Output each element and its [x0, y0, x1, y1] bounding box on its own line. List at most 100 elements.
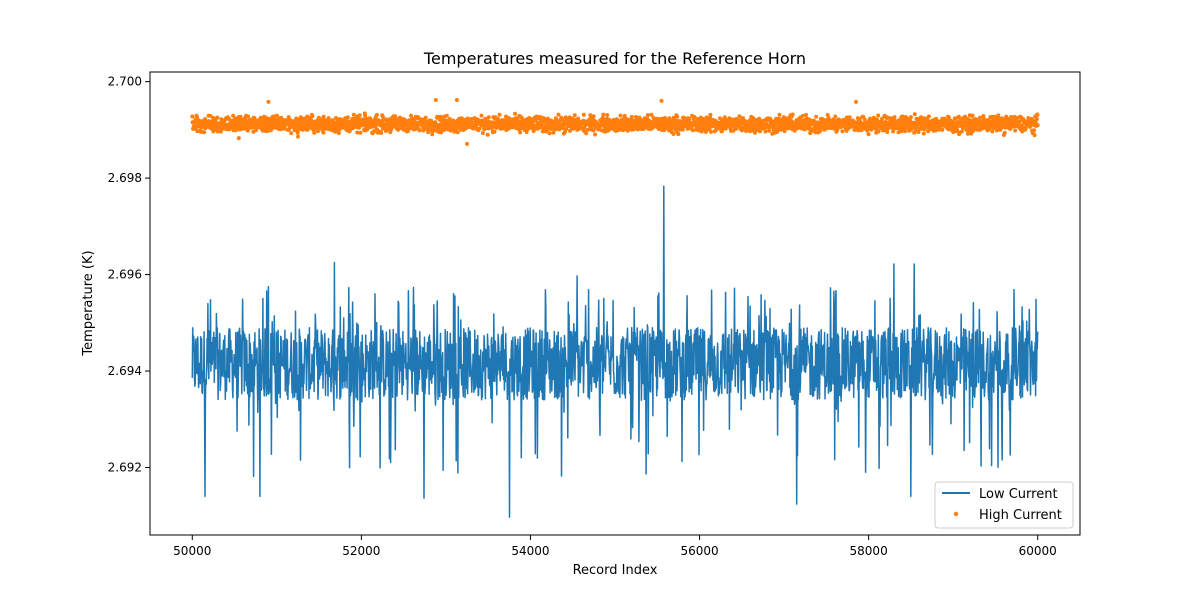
- high-current-point: [560, 117, 565, 122]
- high-current-point: [1017, 119, 1022, 124]
- high-current-point: [647, 118, 651, 123]
- y-tick-label: 2.698: [108, 171, 142, 185]
- high-current-point: [892, 115, 897, 120]
- high-current-point: [585, 127, 590, 132]
- high-current-point: [195, 115, 200, 120]
- high-current-point: [659, 98, 664, 103]
- high-current-point: [485, 132, 490, 137]
- high-current-point: [316, 129, 320, 134]
- high-current-point: [605, 113, 610, 117]
- high-current-point: [231, 113, 236, 118]
- high-current-point: [477, 126, 482, 131]
- high-current-point: [421, 128, 426, 133]
- legend-high-current-marker: [953, 511, 959, 517]
- high-current-point: [593, 132, 598, 137]
- high-current-point: [891, 129, 896, 134]
- high-current-point: [862, 117, 867, 122]
- high-current-point: [709, 129, 713, 134]
- high-current-point: [645, 113, 650, 118]
- high-current-point: [857, 116, 862, 121]
- high-current-point: [564, 126, 569, 131]
- high-current-point: [1002, 130, 1007, 135]
- high-current-point: [286, 115, 291, 120]
- high-current-point: [970, 113, 975, 118]
- high-current-point: [518, 130, 523, 135]
- high-current-point: [455, 130, 460, 135]
- high-current-point: [708, 112, 713, 117]
- high-current-point: [727, 116, 732, 121]
- high-current-point: [946, 115, 951, 120]
- high-current-point: [622, 113, 627, 118]
- high-current-point: [245, 128, 250, 133]
- x-tick-label: 54000: [511, 544, 549, 558]
- high-current-point: [423, 115, 428, 120]
- high-current-point: [687, 116, 692, 121]
- high-current-point: [869, 127, 874, 132]
- high-current-point: [409, 113, 413, 118]
- high-current-point: [208, 113, 213, 118]
- high-current-point: [246, 114, 251, 119]
- high-current-point: [547, 131, 552, 136]
- chart-title: Temperatures measured for the Reference …: [423, 49, 806, 68]
- y-tick-label: 2.696: [108, 268, 142, 282]
- high-current-point: [296, 134, 300, 139]
- high-current-point: [825, 113, 830, 117]
- high-current-point: [236, 136, 241, 141]
- high-current-point: [312, 130, 317, 135]
- y-axis-label: Temperature (K): [81, 250, 96, 356]
- high-current-point: [896, 130, 901, 135]
- high-current-point: [252, 116, 257, 121]
- high-current-point: [885, 126, 890, 131]
- high-current-point: [880, 116, 885, 121]
- high-current-point: [676, 132, 681, 137]
- high-current-point: [584, 131, 589, 136]
- high-current-point: [818, 129, 823, 133]
- high-current-point: [363, 113, 368, 118]
- high-current-point: [833, 114, 838, 119]
- y-axis: 2.692 2.694 2.696 2.698 2.700: [108, 75, 150, 474]
- high-current-point: [371, 129, 376, 134]
- high-current-point: [956, 114, 961, 119]
- high-current-point: [629, 114, 634, 119]
- high-current-point: [1035, 113, 1040, 117]
- high-current-point: [763, 129, 768, 134]
- high-current-point: [921, 131, 926, 136]
- axes-frame: [149, 71, 1081, 536]
- high-current-point: [556, 112, 561, 117]
- high-current-point: [990, 129, 995, 134]
- high-current-point: [999, 125, 1004, 130]
- high-current-point: [351, 112, 356, 117]
- high-current-point: [321, 130, 326, 135]
- high-current-point: [492, 129, 497, 134]
- high-current-point: [1035, 123, 1040, 128]
- high-current-point: [1032, 128, 1037, 133]
- high-current-point: [1034, 117, 1039, 121]
- legend-high-current-label: High Current: [979, 508, 1062, 523]
- high-current-point: [444, 113, 449, 118]
- high-current-point: [289, 131, 294, 136]
- high-current-point: [326, 116, 331, 121]
- legend: Low Current High Current: [934, 481, 1074, 529]
- high-current-point: [908, 115, 913, 120]
- high-current-point: [859, 128, 864, 133]
- high-current-point: [321, 114, 326, 119]
- high-current-point: [454, 98, 459, 102]
- high-current-point: [926, 114, 931, 119]
- high-current-point: [996, 113, 1001, 118]
- x-tick-label: 58000: [850, 544, 888, 558]
- high-current-point: [1009, 115, 1014, 119]
- y-tick-label: 2.694: [108, 364, 142, 378]
- high-current-point: [1032, 133, 1037, 138]
- high-current-point: [922, 127, 927, 132]
- high-current-point: [618, 113, 623, 118]
- high-current-point: [908, 119, 913, 124]
- high-current-point: [486, 115, 491, 120]
- high-current-point: [426, 130, 431, 135]
- high-current-point: [912, 112, 917, 117]
- high-current-point: [497, 112, 502, 117]
- high-current-point: [507, 116, 512, 121]
- high-current-point: [192, 120, 197, 125]
- plot-area: [190, 98, 1040, 518]
- high-current-point: [813, 130, 818, 135]
- high-current-point: [767, 128, 772, 133]
